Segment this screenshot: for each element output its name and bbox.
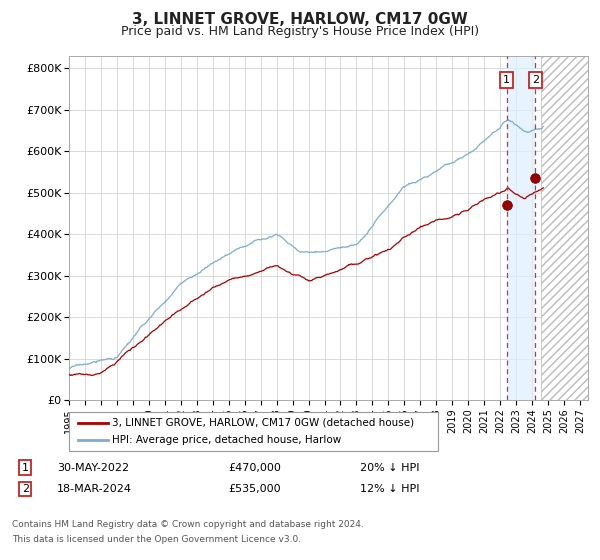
Bar (541, 56, 588, 400)
Text: £470,000: £470,000 (228, 463, 281, 473)
Text: 18-MAR-2024: 18-MAR-2024 (57, 484, 132, 494)
Text: 3, LINNET GROVE, HARLOW, CM17 0GW: 3, LINNET GROVE, HARLOW, CM17 0GW (132, 12, 468, 27)
Bar (507, 56, 535, 400)
Text: £535,000: £535,000 (228, 484, 281, 494)
Text: 1: 1 (503, 75, 510, 85)
Bar (541, 56, 588, 400)
Text: 12% ↓ HPI: 12% ↓ HPI (360, 484, 419, 494)
Text: 30-MAY-2022: 30-MAY-2022 (57, 463, 129, 473)
Text: 2: 2 (22, 484, 29, 494)
Text: 2: 2 (532, 75, 539, 85)
Text: 20% ↓ HPI: 20% ↓ HPI (360, 463, 419, 473)
Text: HPI: Average price, detached house, Harlow: HPI: Average price, detached house, Harl… (112, 435, 341, 445)
Text: 3, LINNET GROVE, HARLOW, CM17 0GW (detached house): 3, LINNET GROVE, HARLOW, CM17 0GW (detac… (112, 418, 415, 428)
Text: Price paid vs. HM Land Registry's House Price Index (HPI): Price paid vs. HM Land Registry's House … (121, 25, 479, 38)
Text: This data is licensed under the Open Government Licence v3.0.: This data is licensed under the Open Gov… (12, 535, 301, 544)
Text: 1: 1 (22, 463, 29, 473)
Text: Contains HM Land Registry data © Crown copyright and database right 2024.: Contains HM Land Registry data © Crown c… (12, 520, 364, 529)
